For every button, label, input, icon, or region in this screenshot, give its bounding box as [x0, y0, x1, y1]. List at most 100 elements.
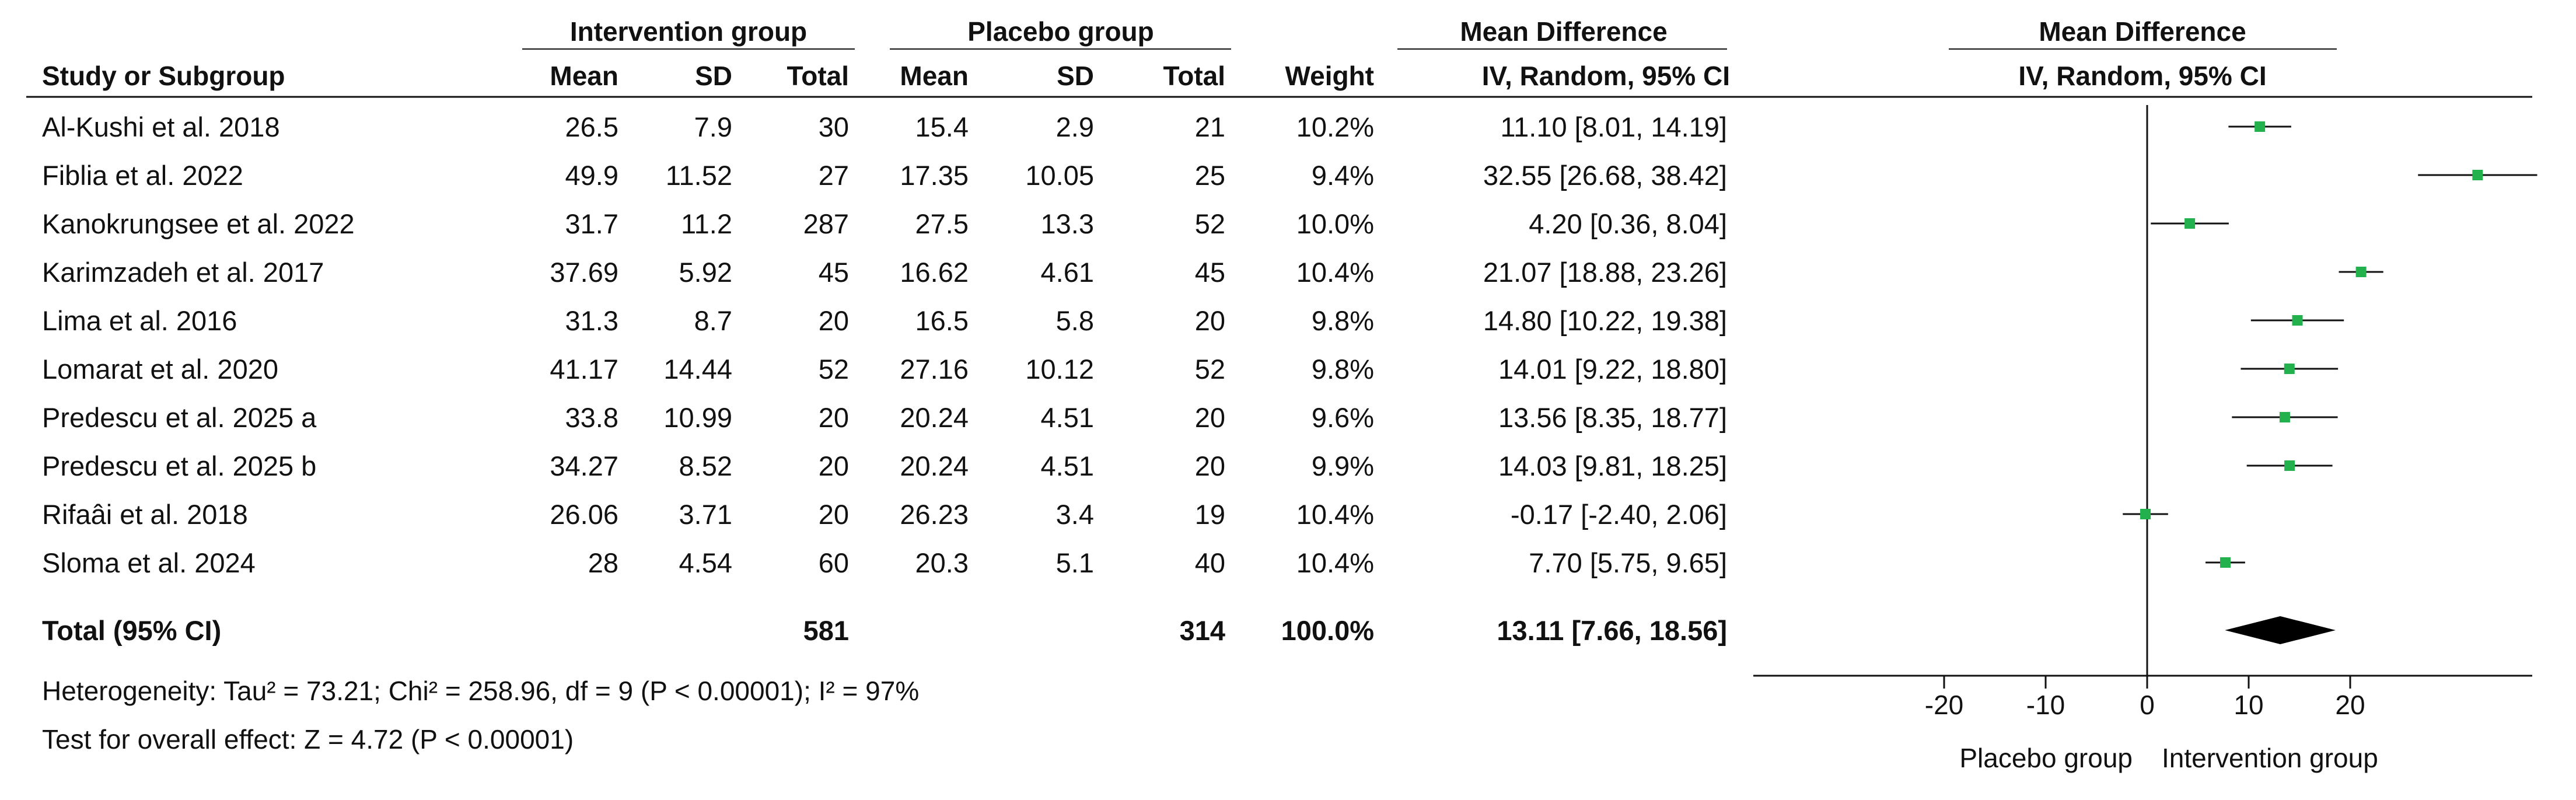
cell-int-total: 60	[819, 547, 849, 578]
study-point	[2472, 170, 2483, 180]
cell-int-mean: 49.9	[565, 160, 618, 191]
cell-weight: 9.4%	[1312, 160, 1374, 191]
cell-int-mean: 41.17	[550, 354, 618, 385]
col-header-pla-mean: Mean	[900, 61, 969, 91]
cell-pla-total: 21	[1195, 111, 1225, 142]
cell-pla-total: 25	[1195, 160, 1225, 191]
cell-weight: 10.0%	[1296, 208, 1374, 239]
cell-weight: 10.4%	[1296, 499, 1374, 530]
cell-pla-total: 20	[1195, 402, 1225, 433]
cell-pla-sd: 10.05	[1025, 160, 1094, 191]
cell-int-sd: 4.54	[679, 547, 732, 578]
cell-pla-total: 20	[1195, 450, 1225, 481]
pooled-diamond	[2225, 616, 2336, 644]
favours-right-label: Intervention group	[2162, 743, 2378, 773]
cell-int-sd: 7.9	[694, 111, 732, 142]
study-rows: Al-Kushi et al. 2018 26.5 7.9 30 15.4 2.9 21 10…	[42, 111, 1727, 578]
cell-int-mean: 26.06	[550, 499, 618, 530]
intervention-group-header: Intervention group	[570, 16, 807, 47]
col-header-study: Study or Subgroup	[42, 61, 285, 91]
x-tick-label: 0	[2140, 690, 2155, 720]
total-ci-text: 13.11 [7.66, 18.56]	[1497, 615, 1727, 646]
cell-pla-mean: 27.16	[900, 354, 969, 385]
cell-pla-sd: 4.61	[1041, 257, 1094, 288]
cell-study-name: Rifaâi et al. 2018	[42, 499, 248, 530]
col-header-int-total: Total	[787, 61, 849, 91]
cell-pla-total: 40	[1195, 547, 1225, 578]
x-tick-label: -20	[1925, 690, 1963, 720]
table-row: Predescu et al. 2025 a 33.8 10.99 20 20.24 4.…	[42, 402, 1727, 433]
cell-weight: 10.4%	[1296, 547, 1374, 578]
cell-int-total: 27	[819, 160, 849, 191]
cell-study-name: Karimzadeh et al. 2017	[42, 257, 324, 288]
cell-pla-sd: 4.51	[1041, 402, 1094, 433]
cell-int-total: 20	[819, 450, 849, 481]
favours-left-label: Placebo group	[1959, 743, 2133, 773]
cell-pla-total: 52	[1195, 208, 1225, 239]
cell-study-name: Predescu et al. 2025 b	[42, 450, 316, 481]
study-point	[2184, 218, 2196, 229]
cell-ci-text: 13.56 [8.35, 18.77]	[1498, 402, 1727, 433]
table-row: Al-Kushi et al. 2018 26.5 7.9 30 15.4 2.9 21 10…	[42, 111, 1727, 142]
cell-study-name: Lomarat et al. 2020	[42, 354, 278, 385]
cell-study-name: Fiblia et al. 2022	[42, 160, 243, 191]
cell-pla-mean: 20.24	[900, 402, 969, 433]
heterogeneity-text: Heterogeneity: Tau² = 73.21; Chi² = 258.…	[42, 676, 919, 706]
total-int-total: 581	[803, 615, 849, 646]
cell-int-sd: 10.99	[663, 402, 732, 433]
placebo-group-header: Placebo group	[967, 16, 1154, 47]
cell-int-mean: 26.5	[565, 111, 618, 142]
cell-ci-text: 14.01 [9.22, 18.80]	[1498, 354, 1727, 385]
cell-weight: 9.8%	[1312, 305, 1374, 336]
study-point	[2284, 364, 2295, 374]
cell-pla-mean: 15.4	[915, 111, 969, 142]
cell-pla-mean: 27.5	[915, 208, 969, 239]
cell-pla-total: 20	[1195, 305, 1225, 336]
cell-int-sd: 11.2	[681, 208, 732, 239]
forest-plot-area: -20 -10 0 10 20 Placebo group Intervention gro…	[1753, 105, 2537, 773]
cell-ci-text: 7.70 [5.75, 9.65]	[1529, 547, 1727, 578]
cell-ci-text: -0.17 [-2.40, 2.06]	[1511, 499, 1727, 530]
study-point	[2255, 121, 2266, 132]
table-row: Rifaâi et al. 2018 26.06 3.71 20 26.23 3.4 19 1…	[42, 499, 1727, 530]
cell-int-total: 20	[819, 499, 849, 530]
cell-int-total: 52	[819, 354, 849, 385]
cell-int-mean: 28	[588, 547, 618, 578]
cell-pla-mean: 17.35	[900, 160, 969, 191]
table-row: Karimzadeh et al. 2017 37.69 5.92 45 16.62 4.…	[42, 257, 1727, 288]
cell-int-mean: 31.7	[565, 208, 618, 239]
cell-weight: 9.6%	[1312, 402, 1374, 433]
table-row: Predescu et al. 2025 b 34.27 8.52 20 20.24 4.…	[42, 450, 1727, 481]
total-pla-total: 314	[1180, 615, 1225, 646]
cell-pla-mean: 26.23	[900, 499, 969, 530]
cell-int-sd: 8.7	[694, 305, 732, 336]
cell-int-total: 287	[803, 208, 849, 239]
cell-pla-sd: 13.3	[1041, 208, 1094, 239]
cell-int-sd: 14.44	[663, 354, 732, 385]
cell-pla-total: 45	[1195, 257, 1225, 288]
cell-int-sd: 3.71	[679, 499, 732, 530]
x-tick-label: -10	[2026, 690, 2065, 720]
cell-int-mean: 33.8	[565, 402, 618, 433]
cell-pla-sd: 5.8	[1056, 305, 1094, 336]
table-row: Fiblia et al. 2022 49.9 11.52 27 17.35 10.05 2…	[42, 160, 1727, 191]
cell-pla-sd: 4.51	[1041, 450, 1094, 481]
cell-weight: 9.8%	[1312, 354, 1374, 385]
cell-ci-text: 14.80 [10.22, 19.38]	[1483, 305, 1727, 336]
cell-pla-total: 19	[1195, 499, 1225, 530]
cell-pla-mean: 20.24	[900, 450, 969, 481]
cell-pla-sd: 3.4	[1056, 499, 1094, 530]
cell-int-total: 20	[819, 402, 849, 433]
col-header-weight: Weight	[1285, 61, 1374, 91]
table-row: Lomarat et al. 2020 41.17 14.44 52 27.16 10.1…	[42, 354, 1727, 385]
cell-pla-sd: 2.9	[1056, 111, 1094, 142]
study-point	[2279, 412, 2290, 422]
cell-weight: 9.9%	[1312, 450, 1374, 481]
plot-header: Mean Difference	[2039, 16, 2246, 47]
cell-pla-mean: 16.5	[915, 305, 969, 336]
total-weight: 100.0%	[1281, 615, 1374, 646]
col-header-int-mean: Mean	[550, 61, 618, 91]
cell-int-mean: 34.27	[550, 450, 618, 481]
cell-pla-mean: 20.3	[915, 547, 969, 578]
cell-pla-sd: 10.12	[1025, 354, 1094, 385]
